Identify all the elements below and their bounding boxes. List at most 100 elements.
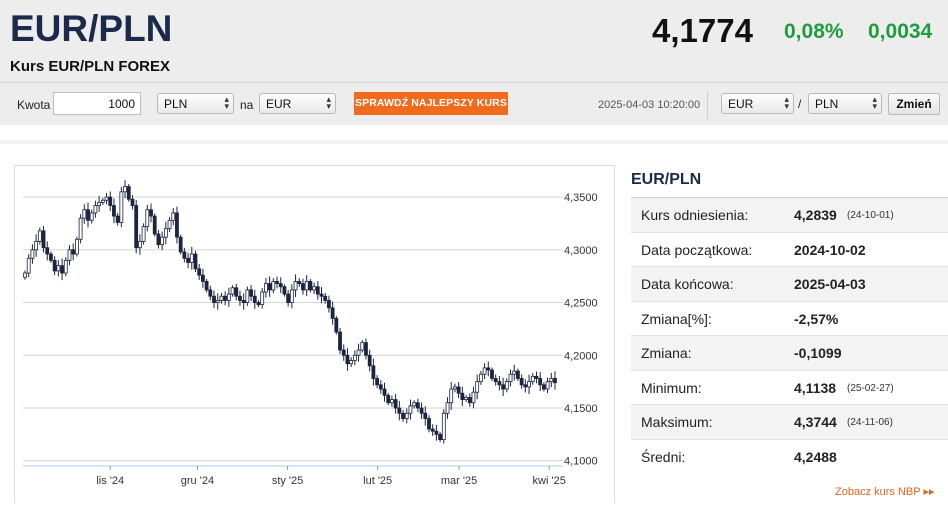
candle-body xyxy=(527,381,531,388)
candle-body xyxy=(23,272,27,278)
stats-row: Data początkowa: 2024-10-02 xyxy=(631,233,948,267)
pair-separator: / xyxy=(798,97,802,111)
x-tick-label: lut '25 xyxy=(363,475,392,487)
candle-body xyxy=(182,251,187,259)
stat-label: Maksimum: xyxy=(641,414,713,430)
candle-body xyxy=(226,293,231,301)
change-pair-button[interactable]: Zmień xyxy=(888,93,940,115)
candle-body xyxy=(100,199,105,203)
candle-body xyxy=(71,249,76,255)
candle-body xyxy=(149,209,153,217)
candle-body xyxy=(456,386,461,394)
candle-body xyxy=(301,283,305,291)
pair-quote-select[interactable]: PLN ▴ ▾ xyxy=(808,93,882,114)
candle-body xyxy=(308,281,313,291)
candle-body xyxy=(74,238,79,255)
candle-body xyxy=(89,212,94,221)
row-divider xyxy=(631,266,948,267)
stat-value: 4,3744 xyxy=(794,414,837,430)
stat-value: 2025-04-03 xyxy=(794,276,866,292)
candle-body xyxy=(215,300,220,303)
stats-row: Kurs odniesienia: 4,2839 (24-10-01) xyxy=(631,198,948,233)
candle-body xyxy=(367,354,372,367)
candle-body xyxy=(134,205,139,249)
pair-base-value: EUR xyxy=(728,97,754,111)
select-arrows-icon: ▴ ▾ xyxy=(784,94,789,111)
candle-body xyxy=(334,317,339,333)
candle-body xyxy=(393,399,398,409)
candle-body xyxy=(126,186,131,200)
y-tick-label: 4,1500 xyxy=(564,403,598,415)
candle-body xyxy=(397,407,402,414)
page-subtitle: Kurs EUR/PLN FOREX xyxy=(10,58,171,75)
candle-body xyxy=(415,402,420,409)
candle-body xyxy=(390,399,394,404)
candle-body xyxy=(538,378,543,386)
candle-body xyxy=(341,349,346,356)
candle-body xyxy=(445,402,450,414)
candle-body xyxy=(375,378,379,386)
section-divider xyxy=(0,140,948,144)
candle-body xyxy=(304,281,309,291)
candle-body xyxy=(493,378,498,383)
to-currency-value: EUR xyxy=(266,97,292,111)
candle-body xyxy=(52,259,57,272)
candle-body xyxy=(193,253,198,270)
candle-body xyxy=(482,367,487,375)
stats-row: Maksimum: 4,3744 (24-11-06) xyxy=(631,405,948,440)
candle-body xyxy=(371,365,376,379)
candle-body xyxy=(152,215,157,235)
stats-title-divider xyxy=(631,197,948,198)
candle-body xyxy=(252,295,257,303)
x-tick-label: kwi '25 xyxy=(533,475,566,487)
candle-body xyxy=(349,360,354,365)
pair-base-select[interactable]: EUR ▴ ▾ xyxy=(721,93,794,114)
candle-body xyxy=(271,281,276,291)
header-panel: EUR/PLN Kurs EUR/PLN FOREX 4,1774 0,08% … xyxy=(0,0,948,125)
to-currency-select[interactable]: EUR ▴ ▾ xyxy=(259,93,336,114)
to-label: na xyxy=(240,98,254,112)
candle-body xyxy=(264,283,268,293)
stat-date: (24-10-01) xyxy=(847,210,894,221)
candle-body xyxy=(453,386,457,390)
candle-body xyxy=(360,342,365,351)
candle-body xyxy=(156,233,161,245)
x-tick-label: sty '25 xyxy=(272,475,303,487)
stat-label: Średni: xyxy=(641,448,686,465)
candle-body xyxy=(63,259,68,274)
candle-body xyxy=(67,249,72,261)
from-currency-select[interactable]: PLN ▴ ▾ xyxy=(157,93,234,114)
nbp-rate-link[interactable]: Zobacz kurs NBP ▸▸ xyxy=(835,486,935,498)
candle-body xyxy=(249,289,253,297)
candle-body xyxy=(267,283,272,291)
best-rate-button[interactable]: SPRAWDŹ NAJLEPSZY KURS xyxy=(354,92,508,115)
stat-value: 4,2839 xyxy=(794,207,837,223)
candle-body xyxy=(434,430,439,435)
candle-body xyxy=(108,196,113,206)
row-divider xyxy=(631,231,948,233)
y-tick-label: 4,1000 xyxy=(564,456,598,468)
candle-body xyxy=(497,381,502,386)
candle-body xyxy=(553,378,557,384)
row-divider xyxy=(631,369,948,371)
stat-label: Kurs odniesienia: xyxy=(641,207,749,223)
candle-body xyxy=(419,407,424,414)
x-tick-label: mar '25 xyxy=(441,475,477,487)
candle-body xyxy=(160,236,165,245)
candle-body xyxy=(82,209,87,219)
quote-timestamp: 2025-04-03 10:20:00 xyxy=(598,99,701,111)
candle-body xyxy=(338,331,342,351)
candle-body xyxy=(278,283,283,288)
y-tick-label: 4,3500 xyxy=(564,192,598,204)
amount-input[interactable] xyxy=(53,92,141,115)
stat-value: 4,2488 xyxy=(794,448,837,465)
converter-toolbar: Kwota PLN ▴▾ na EUR ▴▾ SPRAWDŹ NAJLEPSZY… xyxy=(0,82,948,125)
candle-body xyxy=(378,384,383,390)
select-arrows-icon: ▴ ▾ xyxy=(326,94,331,111)
stats-row: Data końcowa: 2025-04-03 xyxy=(631,267,948,302)
candle-body xyxy=(49,253,53,261)
chart-panel: 4,3500 4,3000 4,2500 4,2000 4,1500 4,1000 lis … xyxy=(14,165,615,503)
candle-body xyxy=(352,354,357,361)
candle-body xyxy=(282,286,287,295)
stats-row: Zmiana[%]: -2,57% xyxy=(631,302,948,336)
